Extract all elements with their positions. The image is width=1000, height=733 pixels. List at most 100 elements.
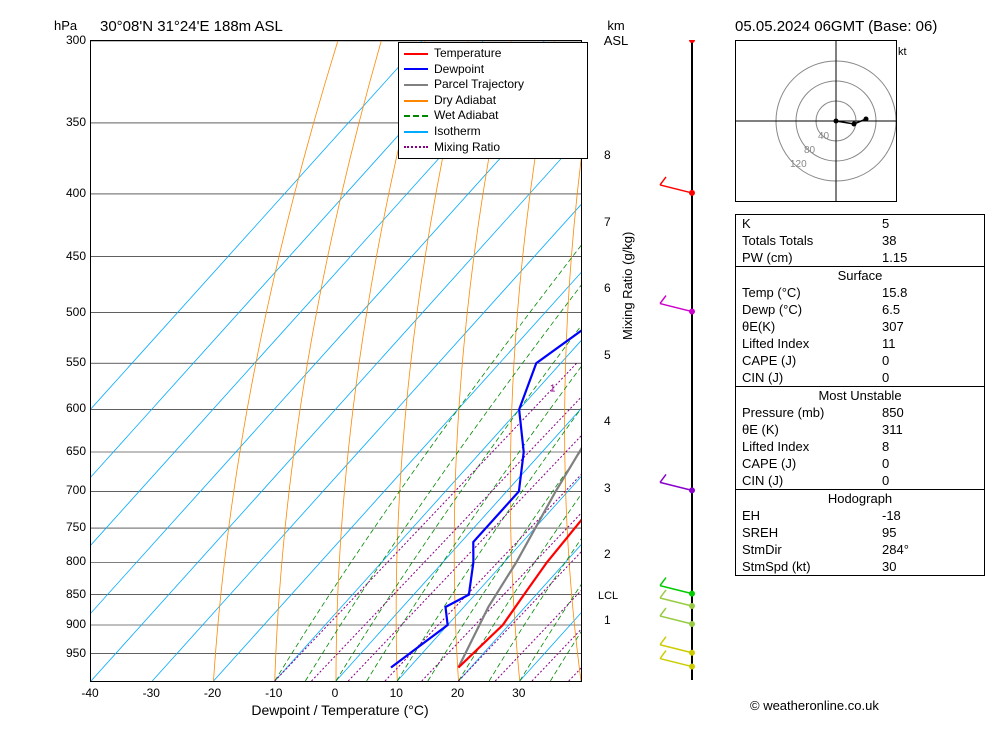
index-row: Totals Totals38 (736, 232, 984, 249)
index-row: Dewp (°C)6.5 (736, 301, 984, 318)
y-tick: 900 (46, 617, 86, 631)
lcl-label: LCL (598, 590, 618, 602)
km-tick: 3 (604, 481, 611, 495)
index-value: 0 (882, 456, 978, 471)
svg-text:80: 80 (804, 145, 816, 156)
index-label: θE(K) (742, 319, 882, 334)
y-tick: 350 (46, 115, 86, 129)
x-tick: 30 (504, 686, 534, 700)
index-row: K5 (736, 215, 984, 232)
index-value: 1.15 (882, 250, 978, 265)
index-value: 850 (882, 405, 978, 420)
km-tick: 7 (604, 215, 611, 229)
index-label: Lifted Index (742, 439, 882, 454)
legend-item: Isotherm (404, 124, 582, 140)
legend-label: Dewpoint (434, 62, 484, 78)
legend-item: Parcel Trajectory (404, 77, 582, 93)
index-row: CIN (J)0 (736, 369, 984, 386)
index-row: Lifted Index11 (736, 335, 984, 352)
index-value: 0 (882, 473, 978, 488)
legend-item: Dry Adiabat (404, 93, 582, 109)
km-tick: 5 (604, 348, 611, 362)
index-label: Dewp (°C) (742, 302, 882, 317)
index-value: 95 (882, 525, 978, 540)
index-value: 6.5 (882, 302, 978, 317)
legend-item: Temperature (404, 46, 582, 62)
wind-barb-column (650, 40, 710, 680)
legend-item: Dewpoint (404, 62, 582, 78)
x-tick: 0 (320, 686, 350, 700)
svg-text:120: 120 (790, 159, 807, 170)
km-tick: 2 (604, 547, 611, 561)
index-value: 284° (882, 542, 978, 557)
legend-label: Parcel Trajectory (434, 77, 524, 93)
x-axis-label: Dewpoint / Temperature (°C) (210, 702, 470, 718)
index-value: -18 (882, 508, 978, 523)
x-tick: 20 (443, 686, 473, 700)
index-value: 8 (882, 439, 978, 454)
index-label: SREH (742, 525, 882, 540)
y-tick: 750 (46, 520, 86, 534)
x-tick: -30 (136, 686, 166, 700)
y-tick: 700 (46, 483, 86, 497)
index-label: EH (742, 508, 882, 523)
index-value: 0 (882, 353, 978, 368)
index-value: 38 (882, 233, 978, 248)
index-label: CIN (J) (742, 473, 882, 488)
index-row: PW (cm)1.15 (736, 249, 984, 266)
section-header: Surface (736, 266, 984, 284)
x-tick: -40 (75, 686, 105, 700)
location-title: 30°08'N 31°24'E 188m ASL (100, 18, 283, 35)
index-row: Pressure (mb)850 (736, 404, 984, 421)
index-row: CIN (J)0 (736, 472, 984, 489)
index-row: StmSpd (kt)30 (736, 558, 984, 575)
y-tick: 550 (46, 355, 86, 369)
mixing-ratio-label: Mixing Ratio (g/kg) (620, 232, 635, 340)
section-header: Most Unstable (736, 386, 984, 404)
y-tick: 400 (46, 186, 86, 200)
index-value: 0 (882, 370, 978, 385)
y-tick: 850 (46, 587, 86, 601)
index-value: 30 (882, 559, 978, 574)
y-tick: 650 (46, 444, 86, 458)
legend-label: Isotherm (434, 124, 481, 140)
index-row: θE (K)311 (736, 421, 984, 438)
index-label: PW (cm) (742, 250, 882, 265)
copyright-text: © weatheronline.co.uk (750, 698, 879, 713)
y-tick: 600 (46, 401, 86, 415)
indices-table: K5Totals Totals38PW (cm)1.15SurfaceTemp … (735, 214, 985, 576)
index-row: SREH95 (736, 524, 984, 541)
polar-kt-label: kt (898, 46, 907, 58)
index-row: Lifted Index8 (736, 438, 984, 455)
y-tick: 450 (46, 249, 86, 263)
x-tick: -20 (198, 686, 228, 700)
y-tick: 950 (46, 646, 86, 660)
index-row: θE(K)307 (736, 318, 984, 335)
legend-label: Temperature (434, 46, 501, 62)
svg-text:1: 1 (550, 383, 556, 394)
legend-label: Wet Adiabat (434, 108, 499, 124)
index-label: Temp (°C) (742, 285, 882, 300)
index-label: K (742, 216, 882, 231)
hodograph-plot: 4080120 (735, 40, 897, 202)
index-label: StmSpd (kt) (742, 559, 882, 574)
legend-box: TemperatureDewpointParcel TrajectoryDry … (398, 42, 588, 159)
legend-label: Dry Adiabat (434, 93, 496, 109)
y-tick: 300 (46, 33, 86, 47)
index-row: StmDir284° (736, 541, 984, 558)
y-tick: 500 (46, 305, 86, 319)
index-row: EH-18 (736, 507, 984, 524)
y-axis-label: hPa (54, 18, 77, 33)
datetime-title: 05.05.2024 06GMT (Base: 06) (735, 18, 937, 35)
index-label: Pressure (mb) (742, 405, 882, 420)
index-label: Lifted Index (742, 336, 882, 351)
index-label: CAPE (J) (742, 353, 882, 368)
y-tick: 800 (46, 554, 86, 568)
x-tick: 10 (381, 686, 411, 700)
index-row: CAPE (J)0 (736, 352, 984, 369)
km-tick: 1 (604, 613, 611, 627)
index-label: Totals Totals (742, 233, 882, 248)
index-label: θE (K) (742, 422, 882, 437)
km-tick: 4 (604, 414, 611, 428)
index-value: 11 (882, 336, 978, 351)
